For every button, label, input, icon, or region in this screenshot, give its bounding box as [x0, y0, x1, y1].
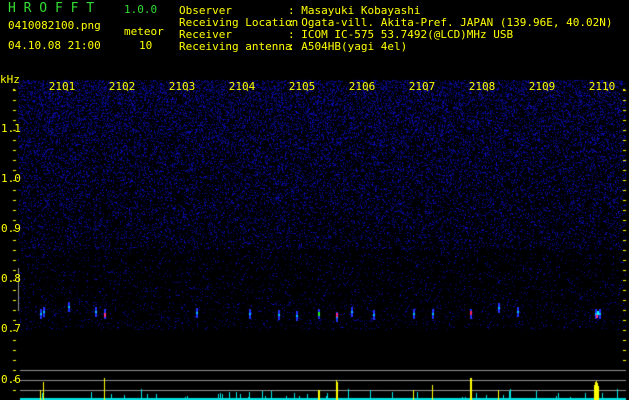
antenna-value: : A504HB(yagi 4el) [288, 40, 408, 53]
freq-tick-label: 2101 [48, 80, 76, 93]
time-tick-label: 1.0 [1, 172, 21, 185]
meteor-label: meteor [124, 25, 164, 38]
observer-value: : Masayuki Kobayashi [288, 4, 421, 17]
freq-tick-label: 2108 [468, 80, 496, 93]
file-datetime: 04.10.08 21:00 [8, 39, 101, 52]
freq-tick-label: 2107 [408, 80, 436, 93]
freq-tick-label: 2106 [348, 80, 376, 93]
location-label: Receiving Location [179, 16, 299, 29]
file-name: 0410082100.png [8, 19, 101, 32]
meteor-count: 10 [139, 39, 153, 52]
time-tick-label: 0.8 [1, 272, 21, 285]
freq-tick-label: 2105 [288, 80, 316, 93]
receiver-label: Receiver [179, 28, 232, 41]
location-value: : Ogata-vill. Akita-Pref. JAPAN (139.96E… [288, 16, 613, 29]
freq-tick-label: 2109 [528, 80, 556, 93]
time-tick-label: 0.7 [1, 322, 21, 335]
freq-tick-label: 2104 [228, 80, 256, 93]
antenna-label: Receiving antenna [179, 40, 292, 53]
observer-label: Observer [179, 4, 232, 17]
time-tick-label: 1.1 [1, 122, 21, 135]
app-version: 1.0.0 [124, 3, 158, 16]
time-tick-label: 0.6 [1, 373, 21, 386]
receiver-value: : ICOM IC-575 53.7492(@LCD)MHz USB [288, 28, 514, 41]
freq-tick-label: 2103 [168, 80, 196, 93]
app-title: H R O F F T [8, 1, 95, 16]
freq-tick-label: 2102 [108, 80, 136, 93]
time-tick-label: 0.9 [1, 222, 21, 235]
freq-tick-label: 2110 [588, 80, 616, 93]
y-unit-label: kHz [0, 73, 20, 86]
